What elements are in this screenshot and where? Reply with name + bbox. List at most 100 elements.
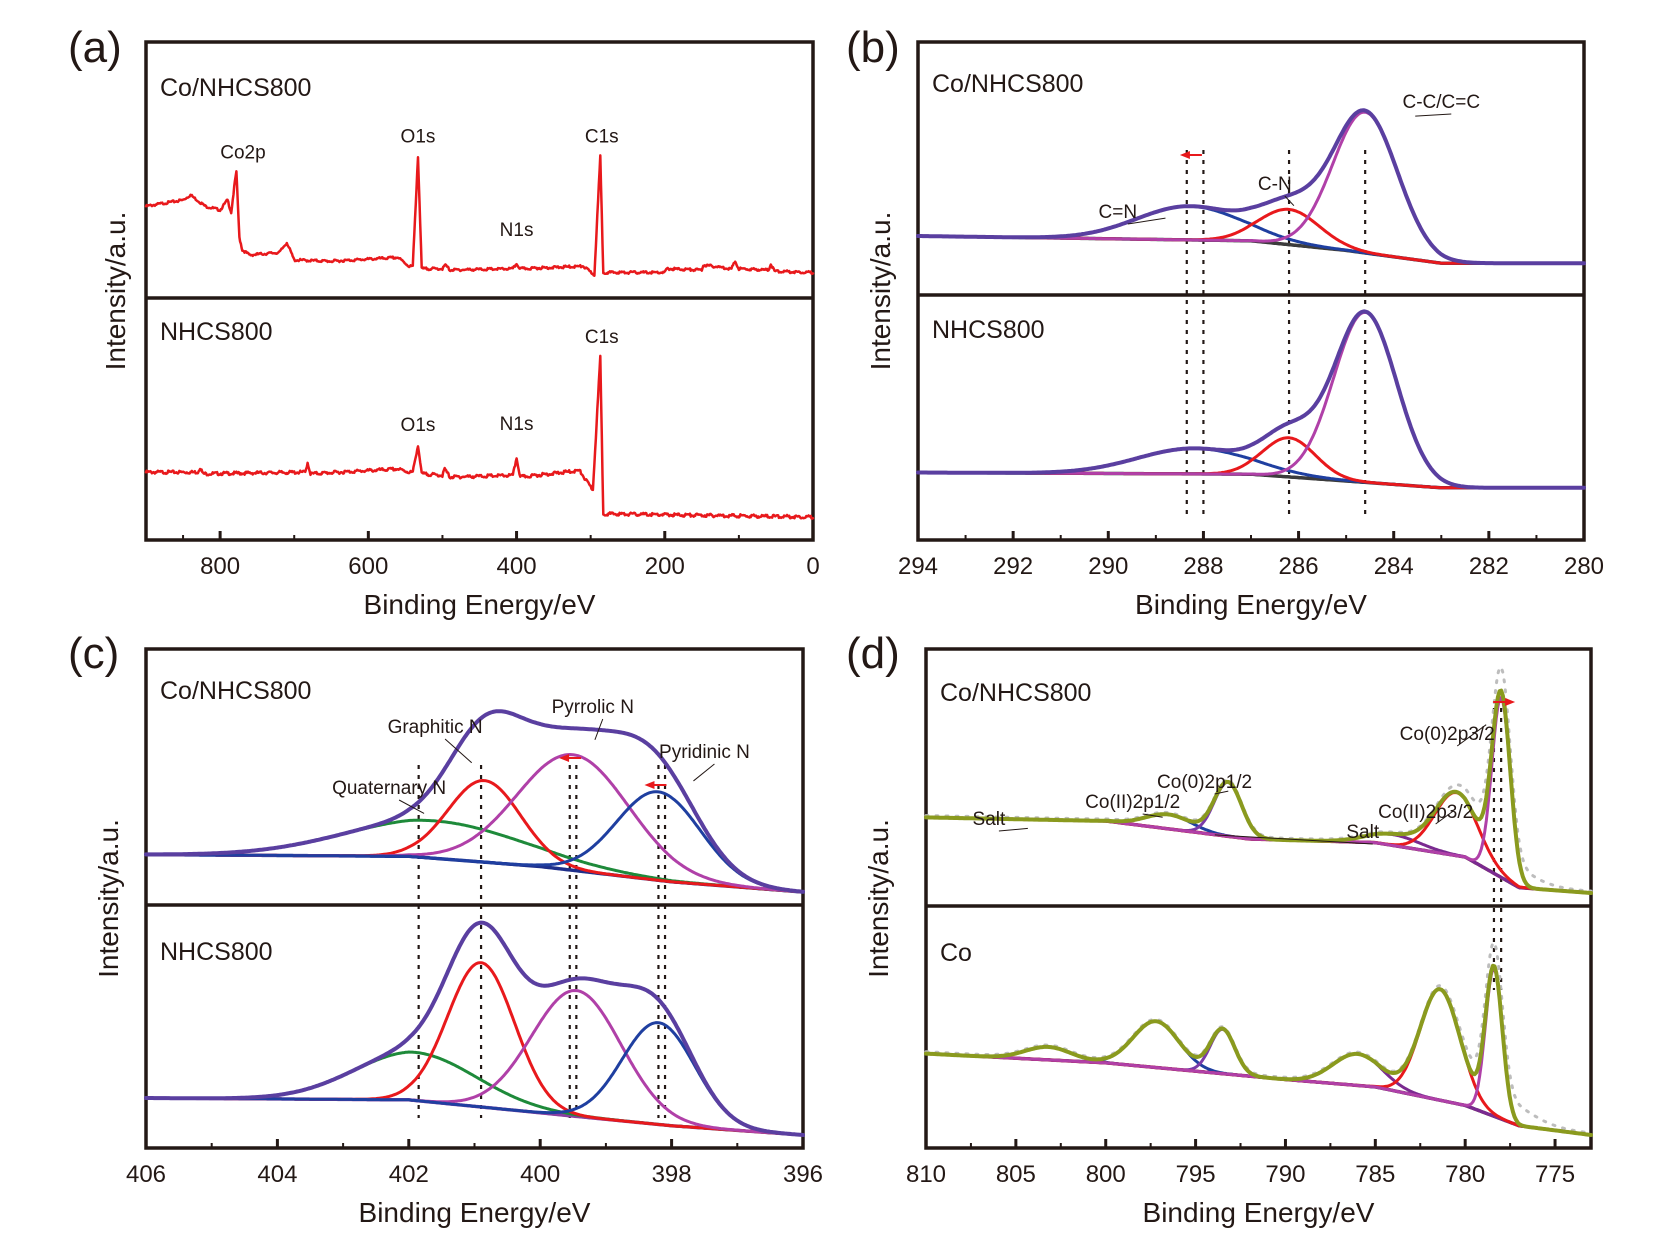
component-peak-quaternary-n (144, 1050, 805, 1137)
shift-arrow-head (559, 754, 570, 762)
component-peak-c-n (916, 446, 1586, 490)
y-axis-label: Intensity/a.u. (865, 212, 896, 371)
x-tick-label: 400 (497, 553, 537, 580)
annotation-arrow (1142, 813, 1163, 818)
x-tick-label: 398 (652, 1161, 692, 1188)
x-tick-label: 406 (126, 1161, 166, 1188)
shift-arrow-head (1179, 151, 1190, 159)
x-axis-label: Binding Energy/eV (1135, 589, 1367, 620)
sample-label: Co/NHCS800 (160, 677, 311, 705)
peak-annotation: Pyridinic N (659, 742, 750, 763)
annotation-arrow (1456, 724, 1487, 747)
x-tick-label: 400 (520, 1161, 560, 1188)
x-tick-label: 780 (1445, 1161, 1485, 1188)
peak-annotation: Salt (973, 809, 1006, 830)
x-tick-label: 288 (1183, 553, 1223, 580)
plot-frame (924, 647, 1593, 1150)
x-tick-label: 790 (1265, 1161, 1305, 1188)
x-axis-label: Binding Energy/eV (1143, 1197, 1375, 1228)
subpanel-co-nhcs800: Co/NHCS800 Co2p O1s N1s C1s (144, 74, 815, 277)
x-tick-label: 775 (1535, 1161, 1575, 1188)
envelope-line (916, 108, 1586, 266)
panel-a: (a) 800 600 400 200 0 Binding Energy/eV Intensi… (68, 23, 820, 620)
panel-label: (b) (846, 23, 900, 72)
peak-annotation: Quaternary N (332, 778, 446, 799)
annotation-arrow (1214, 834, 1373, 845)
x-tick-label: 200 (645, 553, 685, 580)
peak-annotation: Co2p (220, 143, 265, 164)
subpanel-co-nhcs800: Co/NHCS800SaltCo(II)2p1/2Co(0)2p1/2SaltC… (924, 665, 1593, 895)
envelope-line (144, 920, 805, 1137)
envelope-line (916, 309, 1586, 490)
peak-annotation: Graphitic N (388, 717, 483, 738)
annotation-arrow (998, 827, 1028, 832)
x-tick-label: 290 (1088, 553, 1128, 580)
subpanel-nhcs800: NHCS800 (144, 920, 805, 1137)
peak-annotation: N1s (500, 414, 534, 435)
panel-label: (a) (68, 23, 122, 72)
plot-frame (916, 40, 1586, 542)
component-peak-co-ii-2p3-2 (924, 987, 1593, 1137)
x-tick-label: 284 (1374, 553, 1414, 580)
subpanel-nhcs800: NHCS800 O1s N1s C1s (144, 318, 815, 520)
subpanel-co: Co (924, 939, 1593, 1137)
sample-label: NHCS800 (160, 938, 273, 966)
panel-label: (d) (846, 629, 900, 678)
envelope-line (144, 709, 805, 894)
x-tick-label: 402 (389, 1161, 429, 1188)
x-tick-label: 282 (1469, 553, 1509, 580)
peak-annotation: C=N (1099, 202, 1138, 223)
peak-annotation: O1s (401, 415, 436, 436)
x-tick-label: 0 (806, 553, 819, 580)
x-tick-label: 292 (993, 553, 1033, 580)
component-peak-salt (924, 1052, 1593, 1137)
subpanel-co-nhcs800: Co/NHCS800 Quaternary N Graphitic N Pyrroli… (144, 677, 805, 894)
envelope-line (924, 688, 1593, 895)
shift-arrow-head (644, 781, 655, 789)
survey-spectrum-line (144, 154, 815, 277)
peak-annotation: Co(0)2p3/2 (1400, 724, 1495, 745)
sample-label: Co/NHCS800 (160, 74, 311, 102)
x-tick-label: 810 (906, 1161, 946, 1188)
annotation-arrow (444, 738, 473, 764)
x-tick-label: 286 (1279, 553, 1319, 580)
component-peak-co-0-2p1-2 (924, 1027, 1593, 1137)
sample-label: Co/NHCS800 (932, 70, 1083, 98)
component-peak-pyrrolic-n (144, 989, 805, 1137)
peak-annotation: N1s (500, 220, 534, 241)
sample-label: Co (940, 939, 972, 967)
y-axis-label: Intensity/a.u. (100, 212, 131, 371)
survey-spectrum-line (144, 354, 815, 520)
panel-d: (d) 810 805 800 795 790 785 780 775 Binding Energ… (846, 629, 1593, 1228)
component-peak-co-ii-2p3-2 (924, 791, 1593, 895)
peak-annotation: Co(0)2p1/2 (1157, 772, 1252, 793)
x-tick-label: 800 (1086, 1161, 1126, 1188)
peak-annotation: Co(II)2p3/2 (1378, 802, 1473, 823)
y-axis-label: Intensity/a.u. (863, 819, 894, 978)
component-peak-c-c-c-c (916, 110, 1586, 265)
annotation-arrow (594, 718, 604, 741)
peak-annotation: C-C/C=C (1402, 92, 1480, 113)
sample-label: NHCS800 (160, 318, 273, 346)
annotation-arrow (1435, 810, 1454, 825)
annotation-arrow (1214, 790, 1229, 795)
peak-annotation: C-N (1258, 174, 1292, 195)
peak-annotation: C1s (585, 327, 619, 348)
peak-annotation: C1s (585, 126, 619, 147)
peak-annotation: Pyrrolic N (552, 697, 634, 718)
x-axis-label: Binding Energy/eV (359, 1197, 591, 1228)
x-tick-label: 280 (1564, 553, 1604, 580)
x-tick-label: 805 (996, 1161, 1036, 1188)
peak-annotation: Co(II)2p1/2 (1085, 792, 1180, 813)
x-tick-label: 785 (1355, 1161, 1395, 1188)
annotation-arrow (1415, 113, 1452, 117)
x-tick-label: 396 (783, 1161, 823, 1188)
panel-label: (c) (68, 629, 119, 678)
subpanel-co-nhcs800: Co/NHCS800 C=N C-N C-C/C=C (916, 70, 1586, 266)
x-tick-label: 404 (257, 1161, 297, 1188)
component-peak-graphitic-n (144, 961, 805, 1137)
x-tick-label: 800 (200, 553, 240, 580)
background-line (924, 1051, 1593, 1137)
component-peak-pyridinic-n (144, 790, 805, 894)
